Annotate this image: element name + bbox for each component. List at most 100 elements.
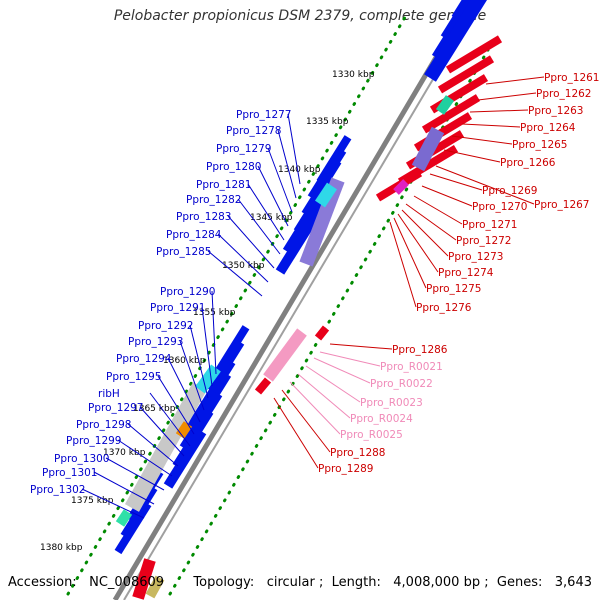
leader-line-left xyxy=(257,165,289,227)
accession-info: Accession: NC_008609 xyxy=(8,575,164,590)
topology-value: circular xyxy=(266,575,315,590)
reverse-gene-2 xyxy=(437,55,495,94)
accession-value: NC_008609 xyxy=(89,575,165,590)
reverse-gene-block-teal xyxy=(435,95,455,115)
topology-label: Topology: xyxy=(193,575,255,590)
reverse-gene-label: Ppro_1286 xyxy=(392,344,448,356)
leader-line-right xyxy=(413,195,463,225)
reverse-gene-label: Ppro_1272 xyxy=(456,235,511,247)
reverse-gene-block-lavender xyxy=(411,126,445,172)
forward-gene-label: Ppro_1301 xyxy=(42,467,97,479)
leader-line-right xyxy=(405,203,457,241)
leader-line-right xyxy=(443,149,501,163)
leader-line-right xyxy=(281,389,331,453)
reverse-gene-1 xyxy=(445,35,503,74)
forward-gene-label: Ppro_1299 xyxy=(66,435,121,447)
leader-line-left xyxy=(157,375,195,435)
reverse-gene-label: Ppro_1262 xyxy=(536,88,591,100)
reverse-gene-label: Ppro_1275 xyxy=(426,283,481,295)
scale-label: 1380 kbp xyxy=(40,543,83,553)
forward-gene-label: Ppro_1277 xyxy=(236,109,291,121)
leader-line-right xyxy=(451,135,513,145)
forward-gene-label: Ppro_1300 xyxy=(54,453,109,465)
forward-gene-label: Ppro_1284 xyxy=(166,229,222,241)
forward-gene-block-cyan-2 xyxy=(195,364,221,394)
reverse-gene-label: Ppro_1266 xyxy=(500,157,556,169)
leader-line-left xyxy=(105,457,165,491)
reverse-gene-1288 xyxy=(254,377,272,395)
forward-gene-label: Ppro_1280 xyxy=(206,161,261,173)
reverse-gene-label: Ppro_1263 xyxy=(528,105,583,117)
reverse-gene-block-olive xyxy=(145,575,165,599)
reverse-gene-label: Ppro_1269 xyxy=(482,185,537,197)
forward-gene-label: Ppro_1295 xyxy=(106,371,161,383)
scale-label: 1360 kbp xyxy=(163,356,206,366)
scale-label: 1370 kbp xyxy=(103,448,146,458)
reverse-gene-1286 xyxy=(314,325,330,341)
leader-line-right xyxy=(397,213,439,273)
reverse-gene-label: Ppro_1273 xyxy=(448,251,503,263)
leader-line-left xyxy=(117,439,173,477)
map-title: Pelobacter propionicus DSM 2379, complet… xyxy=(113,8,487,24)
reverse-gene-label: Ppro_1261 xyxy=(544,72,599,84)
leader-line-left xyxy=(149,392,191,447)
forward-gene-label: Ppro_1282 xyxy=(186,194,241,206)
forward-gene-label: Ppro_1302 xyxy=(30,484,85,496)
forward-gene-label: Ppro_1294 xyxy=(116,353,172,365)
forward-gene-label: Ppro_1278 xyxy=(226,125,281,137)
genes-value: 3,643 xyxy=(554,575,592,590)
reverse-gene-4 xyxy=(421,94,481,134)
forward-gene-block-teal xyxy=(115,509,133,527)
rna-gene-label: Ppro_R0021 xyxy=(380,361,443,373)
genome-backbone-inner xyxy=(123,0,481,600)
scale-label: 1365 kbp xyxy=(133,404,176,414)
rna-block-1 xyxy=(263,328,307,382)
scale-label: 1375 kbp xyxy=(71,496,114,506)
leader-line-left xyxy=(237,198,281,255)
genome-stats: Topology: circular ; Length: 4,008,000 b… xyxy=(193,575,592,590)
leader-line-left xyxy=(127,423,179,467)
leader-line-left xyxy=(139,406,185,457)
reverse-gene-label: Ppro_1288 xyxy=(330,447,385,459)
leader-line-left xyxy=(277,129,297,199)
leader-line-right xyxy=(421,185,473,207)
accession-label: Accession: xyxy=(8,575,77,590)
forward-gene-label: ribH xyxy=(98,388,120,400)
forward-gene-label: Ppro_1292 xyxy=(138,320,193,332)
leader-line-right xyxy=(329,343,393,350)
scale-label: 1345 kbp xyxy=(250,213,293,223)
leader-line-right xyxy=(485,76,545,85)
forward-gene-4 xyxy=(424,0,488,82)
forward-gene-label: Ppro_1281 xyxy=(196,179,251,191)
length-value: 4,008,000 bp xyxy=(393,575,481,590)
leader-line-right xyxy=(401,209,449,257)
leader-line-left xyxy=(167,357,201,423)
leader-line-right xyxy=(435,165,535,205)
leader-line-right xyxy=(297,373,351,419)
reverse-gene-label: Ppro_1267 xyxy=(534,199,589,211)
forward-gene-label: Ppro_1293 xyxy=(128,336,183,348)
reverse-gene-label: Ppro_1270 xyxy=(472,201,527,213)
forward-gene-label: Ppro_1279 xyxy=(216,143,271,155)
genes-label: Genes: xyxy=(496,575,543,590)
forward-gene-label: Ppro_1285 xyxy=(156,246,211,258)
rna-gene-label: Ppro_R0025 xyxy=(340,429,403,441)
forward-gene-17 xyxy=(163,428,207,489)
leader-line-left xyxy=(217,233,269,283)
leader-line-left xyxy=(201,306,213,387)
gc-track-inner xyxy=(168,48,490,596)
leader-line-left xyxy=(227,215,275,269)
reverse-gene-label: Ppro_1274 xyxy=(438,267,494,279)
leader-line-left xyxy=(179,340,205,411)
leader-line-left xyxy=(93,471,155,505)
forward-gene-label: Ppro_1291 xyxy=(150,302,205,314)
forward-gene-block-grey xyxy=(125,382,207,512)
scale-label: 1330 kbp xyxy=(332,70,375,80)
reverse-gene-label: Ppro_1276 xyxy=(416,302,472,314)
genome-backbone xyxy=(112,0,473,600)
reverse-gene-label: Ppro_1264 xyxy=(520,122,576,134)
forward-gene-label: Ppro_1290 xyxy=(160,286,215,298)
rna-gene-label: Ppro_R0024 xyxy=(350,413,413,425)
